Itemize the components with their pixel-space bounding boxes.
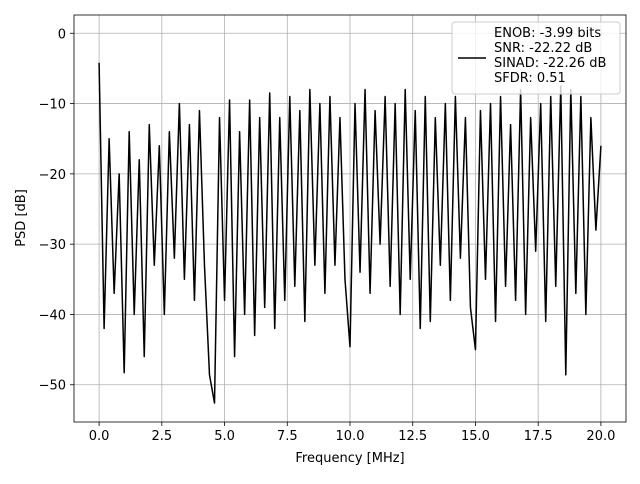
x-tick-label: 2.5 xyxy=(151,429,172,444)
x-tick-label: 17.5 xyxy=(524,429,553,444)
x-tick-label: 20.0 xyxy=(586,429,615,444)
y-tick-label: −20 xyxy=(39,168,66,183)
x-tick-label: 5.0 xyxy=(214,429,235,444)
x-tick-label: 15.0 xyxy=(461,429,490,444)
plot-frame xyxy=(73,14,627,423)
y-tick-label: −50 xyxy=(39,379,66,394)
y-tick-label: −40 xyxy=(39,308,66,323)
x-tick-label: 0.0 xyxy=(89,429,110,444)
y-tick-label: −30 xyxy=(39,238,66,253)
legend-label: ENOB: -3.99 bits SNR: -22.22 dB SINAD: -… xyxy=(494,26,607,86)
series-line xyxy=(98,62,602,404)
y-tick-label: −10 xyxy=(39,98,66,113)
x-tick-label: 12.5 xyxy=(398,429,427,444)
y-tick-label: 0 xyxy=(58,27,66,42)
x-tick-label: 10.0 xyxy=(336,429,365,444)
x-axis-label: Frequency [MHz] xyxy=(295,451,404,466)
legend-box xyxy=(451,21,621,95)
y-axis-label: PSD [dB] xyxy=(14,189,29,247)
x-tick-label: 7.5 xyxy=(277,429,298,444)
legend-entry: ENOB: -3.99 bits SNR: -22.22 dB SINAD: -… xyxy=(494,26,607,86)
